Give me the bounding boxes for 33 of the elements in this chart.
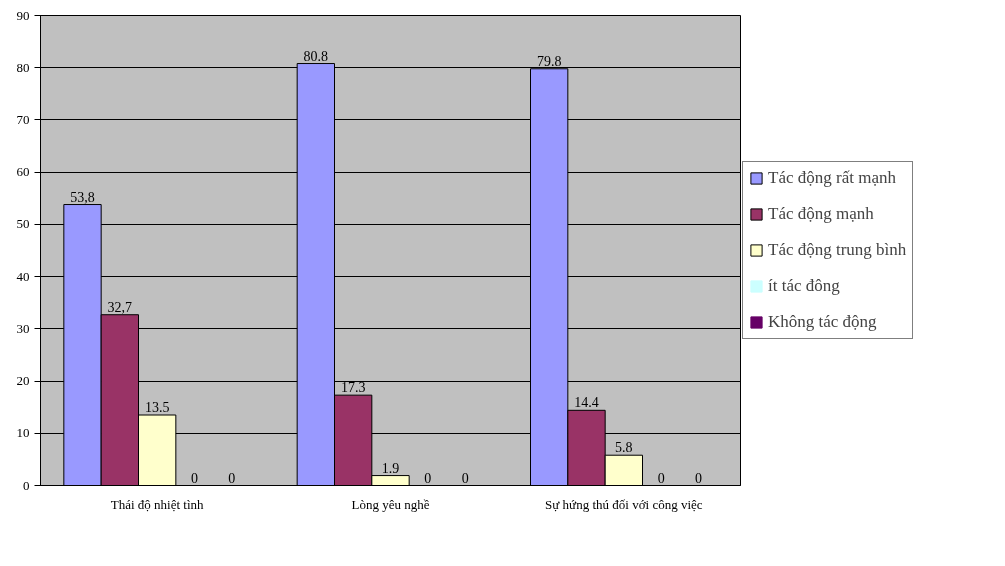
y-tick-label: 10 xyxy=(16,425,30,441)
data-label: 0 xyxy=(657,470,665,486)
x-tick-label: Sự hứng thú đối với công việc xyxy=(545,496,703,512)
y-tick-label: 20 xyxy=(16,373,30,389)
data-label: 0 xyxy=(461,470,469,486)
data-label: 0 xyxy=(191,470,198,486)
data-label: 79.8 xyxy=(536,53,562,69)
x-tick-label: Thái độ nhiệt tình xyxy=(110,496,205,512)
data-label: 5.8 xyxy=(615,440,633,456)
data-label: 13.5 xyxy=(144,400,170,415)
legend-label: Không tác động xyxy=(768,312,877,332)
y-tick-label: 80 xyxy=(16,59,30,75)
data-label: 0 xyxy=(424,470,432,486)
data-label: 32,7 xyxy=(107,299,133,315)
data-label: 0 xyxy=(228,470,236,486)
legend-label: Tác động rất mạnh xyxy=(768,168,896,188)
legend-label: Tác động trung bình xyxy=(768,240,907,260)
legend-label: ít tác đông xyxy=(768,276,840,296)
data-label: 0 xyxy=(695,470,702,486)
data-label: 80.8 xyxy=(303,48,329,64)
data-label: 53,8 xyxy=(70,189,95,205)
data-label: 1.9 xyxy=(381,460,400,476)
data-label: 14.4 xyxy=(574,395,599,411)
y-tick-label: 90 xyxy=(16,7,30,23)
y-tick-label: 40 xyxy=(16,268,30,284)
y-tick-label: 30 xyxy=(16,320,30,336)
y-tick-label: 70 xyxy=(16,111,30,127)
data-label: 17.3 xyxy=(340,380,366,396)
y-tick-label: 0 xyxy=(23,477,30,493)
y-tick-label: 60 xyxy=(16,164,30,180)
y-tick-label: 50 xyxy=(16,216,30,232)
legend-label: Tác động mạnh xyxy=(768,204,874,224)
x-tick-label: Lòng yêu nghề xyxy=(351,496,430,512)
